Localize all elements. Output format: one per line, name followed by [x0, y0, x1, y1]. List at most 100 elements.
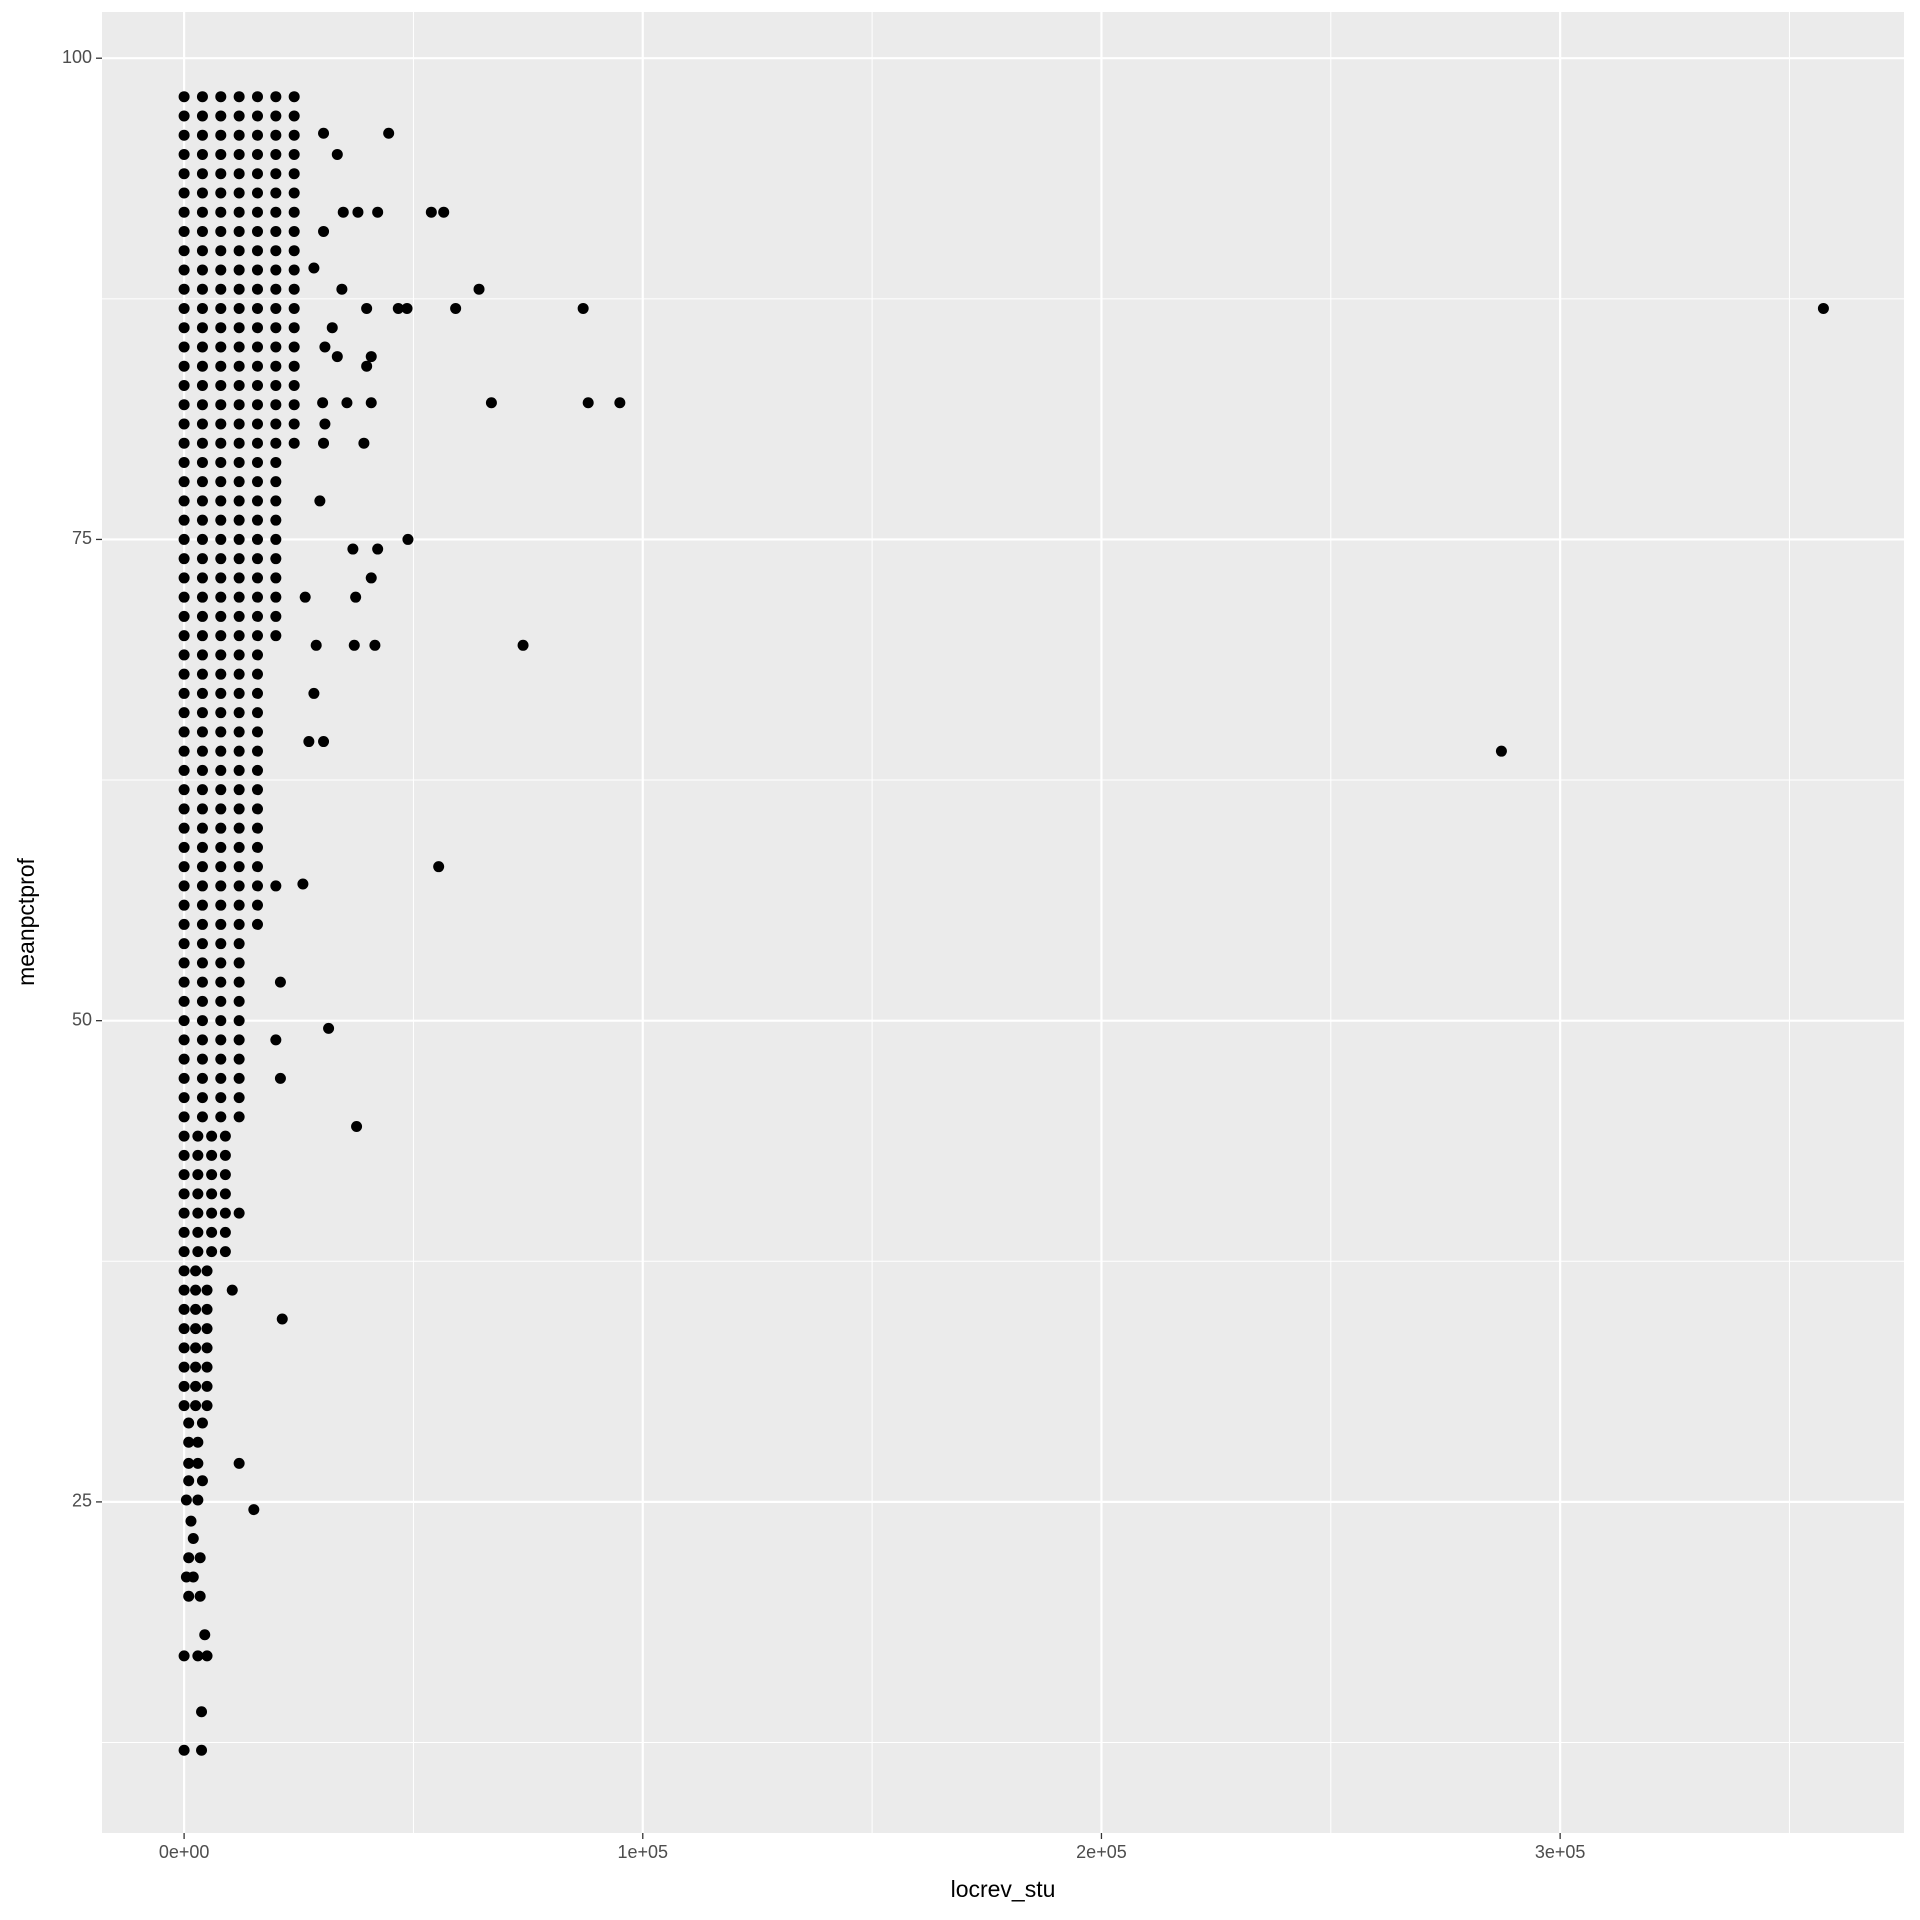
- point: [288, 322, 300, 334]
- point: [215, 322, 227, 334]
- point: [270, 630, 282, 642]
- point: [178, 1015, 190, 1027]
- point: [196, 129, 208, 141]
- point: [206, 1149, 218, 1161]
- point: [337, 206, 349, 218]
- point: [178, 91, 190, 103]
- point: [270, 91, 282, 103]
- point: [233, 379, 245, 391]
- point: [270, 225, 282, 237]
- point: [308, 262, 320, 274]
- point: [233, 784, 245, 796]
- point: [299, 591, 311, 603]
- point: [190, 1400, 202, 1412]
- point: [196, 495, 208, 507]
- point: [219, 1169, 231, 1181]
- point: [215, 1015, 227, 1027]
- point: [178, 1092, 190, 1104]
- point: [178, 764, 190, 776]
- point: [215, 553, 227, 565]
- point: [288, 437, 300, 449]
- point: [178, 341, 190, 353]
- point: [178, 630, 190, 642]
- point: [317, 397, 329, 409]
- point: [206, 1207, 218, 1219]
- panel-background: [102, 12, 1904, 1833]
- point: [178, 1400, 190, 1412]
- point: [233, 168, 245, 180]
- point: [183, 1417, 195, 1429]
- point: [196, 822, 208, 834]
- point: [303, 736, 315, 748]
- point: [201, 1380, 213, 1392]
- point: [178, 283, 190, 295]
- point: [365, 572, 377, 584]
- point: [251, 360, 263, 372]
- point: [178, 591, 190, 603]
- point: [201, 1400, 213, 1412]
- point: [187, 1571, 199, 1583]
- point: [178, 803, 190, 815]
- point: [251, 610, 263, 622]
- point: [187, 1532, 199, 1544]
- point: [196, 360, 208, 372]
- point: [288, 245, 300, 257]
- point: [233, 995, 245, 1007]
- point: [251, 764, 263, 776]
- point: [274, 1072, 286, 1084]
- point: [215, 1034, 227, 1046]
- point: [233, 110, 245, 122]
- point: [331, 351, 343, 363]
- point: [473, 283, 485, 295]
- point: [178, 784, 190, 796]
- point: [201, 1323, 213, 1335]
- point: [233, 976, 245, 988]
- point: [233, 1111, 245, 1123]
- point: [233, 283, 245, 295]
- point: [206, 1226, 218, 1238]
- point: [233, 726, 245, 738]
- point: [196, 245, 208, 257]
- point: [196, 745, 208, 757]
- point: [196, 591, 208, 603]
- point: [270, 1034, 282, 1046]
- point: [201, 1303, 213, 1315]
- point: [251, 225, 263, 237]
- point: [251, 726, 263, 738]
- point: [215, 148, 227, 160]
- point: [178, 437, 190, 449]
- point: [233, 245, 245, 257]
- point: [233, 687, 245, 699]
- point: [361, 360, 373, 372]
- point: [192, 1436, 204, 1448]
- point: [185, 1515, 197, 1527]
- point: [178, 1342, 190, 1354]
- point: [215, 168, 227, 180]
- point: [251, 245, 263, 257]
- point: [233, 880, 245, 892]
- point: [233, 1072, 245, 1084]
- point: [365, 397, 377, 409]
- point: [251, 148, 263, 160]
- point: [196, 1744, 208, 1756]
- y-tick-label: 50: [72, 1009, 92, 1029]
- point: [251, 918, 263, 930]
- point: [319, 418, 331, 430]
- point: [288, 264, 300, 276]
- point: [178, 1130, 190, 1142]
- point: [178, 1265, 190, 1277]
- point: [251, 899, 263, 911]
- point: [270, 591, 282, 603]
- point: [215, 726, 227, 738]
- point: [233, 533, 245, 545]
- point: [178, 148, 190, 160]
- point: [178, 1226, 190, 1238]
- y-tick-label: 25: [72, 1491, 92, 1511]
- point: [577, 302, 589, 314]
- point: [196, 148, 208, 160]
- point: [178, 495, 190, 507]
- point: [233, 302, 245, 314]
- point: [196, 1417, 208, 1429]
- point: [233, 1015, 245, 1027]
- point: [215, 379, 227, 391]
